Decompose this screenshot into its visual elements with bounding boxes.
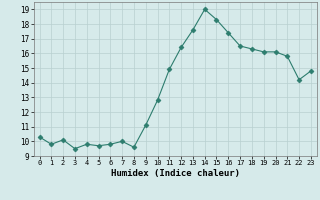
- X-axis label: Humidex (Indice chaleur): Humidex (Indice chaleur): [111, 169, 240, 178]
